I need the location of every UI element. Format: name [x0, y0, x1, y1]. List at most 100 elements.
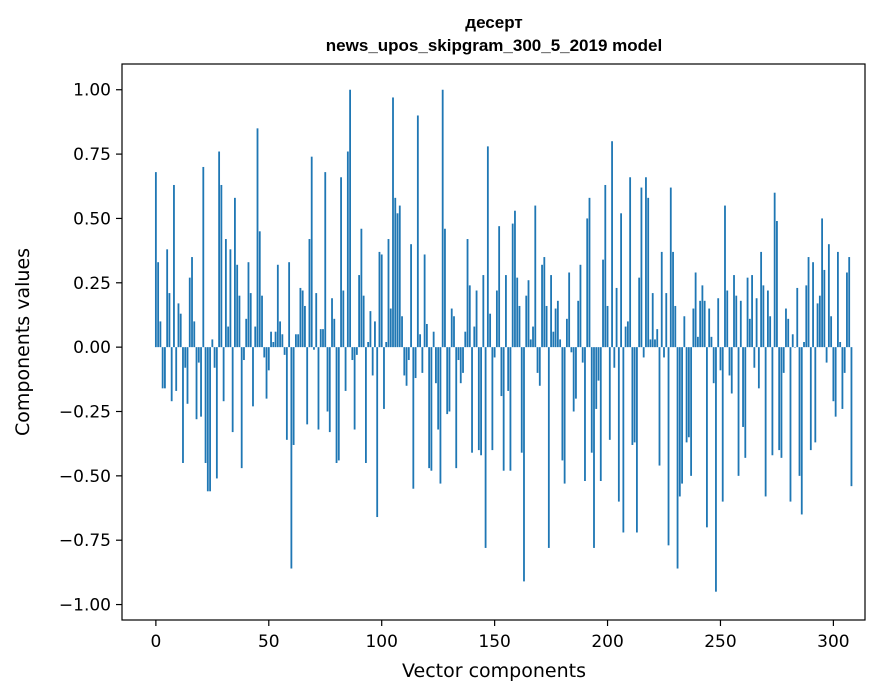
- y-tick-label: 0.50: [73, 209, 111, 229]
- bar: [529, 339, 532, 348]
- bar: [581, 347, 584, 363]
- bar: [771, 347, 774, 456]
- bar: [285, 347, 288, 440]
- bar: [405, 347, 408, 386]
- y-axis-label: Components values: [12, 248, 34, 436]
- bar: [843, 347, 846, 373]
- bar: [475, 290, 478, 348]
- bar: [699, 300, 702, 348]
- bar: [159, 321, 162, 348]
- bar: [238, 295, 241, 348]
- x-tick-label: 300: [817, 632, 849, 652]
- bar: [292, 347, 295, 445]
- bar: [267, 347, 270, 371]
- bar: [776, 221, 778, 348]
- bar: [638, 277, 641, 348]
- bar: [696, 336, 699, 348]
- bar: [231, 347, 234, 433]
- bar: [170, 347, 173, 402]
- bar: [459, 347, 462, 384]
- bar: [821, 218, 823, 348]
- bar: [568, 272, 571, 348]
- bar: [182, 347, 184, 463]
- bar: [351, 347, 354, 361]
- bar: [401, 316, 403, 348]
- bar: [717, 298, 720, 348]
- bar: [335, 347, 338, 463]
- bar: [814, 347, 817, 443]
- bar: [678, 347, 681, 497]
- bar: [349, 89, 351, 348]
- bar: [224, 239, 227, 348]
- bar: [240, 347, 243, 469]
- bar: [154, 172, 157, 348]
- bar: [337, 347, 340, 461]
- bar: [281, 334, 284, 348]
- bar: [283, 347, 286, 355]
- bar: [324, 172, 327, 348]
- bar: [760, 251, 763, 348]
- bar: [787, 318, 790, 348]
- bar: [317, 347, 320, 430]
- y-tick-label: −0.75: [59, 531, 111, 551]
- bar: [308, 239, 311, 348]
- bar: [794, 347, 796, 348]
- bar: [846, 272, 848, 348]
- bar: [437, 347, 440, 430]
- bar: [211, 339, 214, 348]
- bar: [407, 347, 410, 361]
- bar: [446, 347, 449, 415]
- bar: [353, 347, 356, 430]
- bar: [617, 347, 620, 502]
- bar: [188, 277, 191, 348]
- bar: [692, 308, 695, 348]
- bar: [523, 347, 525, 582]
- bar: [387, 239, 390, 348]
- bar: [640, 187, 643, 348]
- bar: [701, 285, 704, 348]
- bar: [175, 347, 178, 391]
- bar: [453, 316, 455, 348]
- bar: [746, 277, 749, 348]
- y-tick-label: −1.00: [59, 596, 111, 616]
- x-axis-label: Vector components: [402, 660, 586, 682]
- bar: [823, 269, 826, 348]
- bar: [471, 347, 473, 453]
- bar: [495, 290, 498, 348]
- bar: [398, 205, 401, 348]
- bar: [328, 347, 331, 433]
- bar: [396, 213, 399, 348]
- bar: [394, 197, 397, 348]
- bar: [421, 347, 424, 373]
- bar: [536, 347, 539, 373]
- bar: [209, 347, 211, 492]
- bar: [613, 347, 616, 368]
- bar: [173, 184, 175, 348]
- bar: [834, 347, 837, 417]
- bar: [800, 347, 803, 515]
- bar: [595, 347, 598, 409]
- bar: [547, 347, 550, 548]
- bar: [827, 244, 830, 348]
- bar: [430, 347, 433, 471]
- bar: [468, 285, 471, 348]
- bar: [818, 295, 821, 348]
- bar: [764, 347, 767, 497]
- bar: [344, 347, 347, 391]
- bar: [773, 192, 776, 348]
- bar: [500, 347, 503, 397]
- bar: [532, 326, 534, 348]
- bar: [319, 329, 322, 348]
- bar: [197, 347, 200, 363]
- bar: [649, 339, 652, 348]
- bar: [633, 347, 636, 443]
- bar: [204, 347, 207, 463]
- y-tick-label: 0.00: [73, 338, 111, 358]
- bar: [559, 339, 562, 348]
- bar: [721, 347, 724, 502]
- bar: [798, 347, 801, 476]
- bar: [550, 275, 552, 348]
- bar: [412, 347, 415, 489]
- bar: [631, 347, 634, 445]
- bar: [342, 290, 345, 348]
